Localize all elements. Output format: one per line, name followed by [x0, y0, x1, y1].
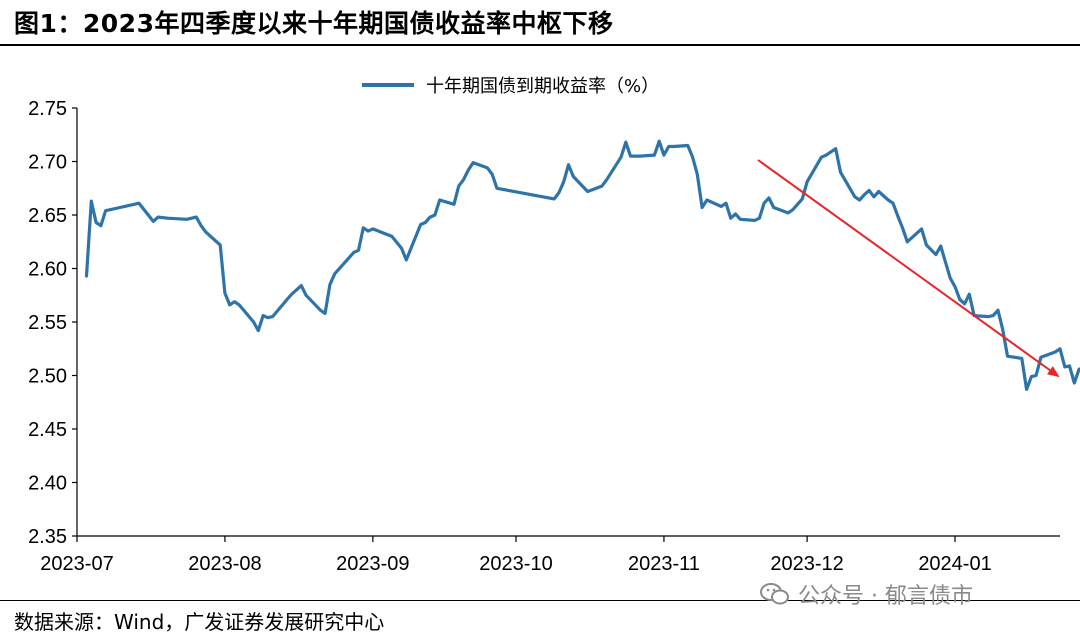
x-tick-label: 2024-01 [918, 553, 991, 575]
line-chart: 2.35 2.40 2.45 2.50 2.55 2.60 2.65 2.70 2.75 2023… [28, 76, 1080, 575]
x-tick-label: 2023-07 [40, 553, 113, 575]
x-tick-label: 2023-10 [479, 553, 552, 575]
trend-arrow [757, 159, 1060, 378]
title-divider [0, 44, 1080, 46]
y-tick-label: 2.40 [28, 473, 67, 495]
watermark-text: 公众号 · 郁言债市 [798, 584, 973, 609]
y-tick-label: 2.75 [28, 98, 67, 120]
y-tick-label: 2.50 [28, 366, 67, 388]
x-tick-label: 2023-09 [336, 553, 409, 575]
chart-legend: 十年期国债到期收益率（%） [362, 76, 659, 97]
y-tick-label: 2.35 [28, 526, 67, 548]
y-tick-label: 2.45 [28, 419, 67, 441]
x-tick-label: 2023-11 [628, 553, 700, 575]
watermark: 公众号 · 郁言债市 [760, 578, 973, 610]
y-tick-label: 2.70 [28, 152, 67, 174]
x-tick-label: 2023-12 [770, 553, 843, 575]
source-note: 数据来源：Wind，广发证券发展研究中心 [14, 610, 385, 634]
series-line [84, 139, 1080, 391]
legend-label: 十年期国债到期收益率（%） [426, 76, 659, 97]
chart-axes: 2.35 2.40 2.45 2.50 2.55 2.60 2.65 2.70 2.75 2023… [28, 98, 1060, 575]
y-tick-label: 2.55 [28, 312, 67, 334]
y-tick-label: 2.60 [28, 259, 67, 281]
figure-title: 图1：2023年四季度以来十年期国债收益率中枢下移 [14, 9, 614, 38]
y-tick-label: 2.65 [28, 205, 67, 227]
footer-divider [0, 600, 1080, 601]
wechat-icon [760, 583, 789, 605]
x-tick-label: 2023-08 [188, 553, 261, 575]
chart-series [84, 139, 1080, 391]
